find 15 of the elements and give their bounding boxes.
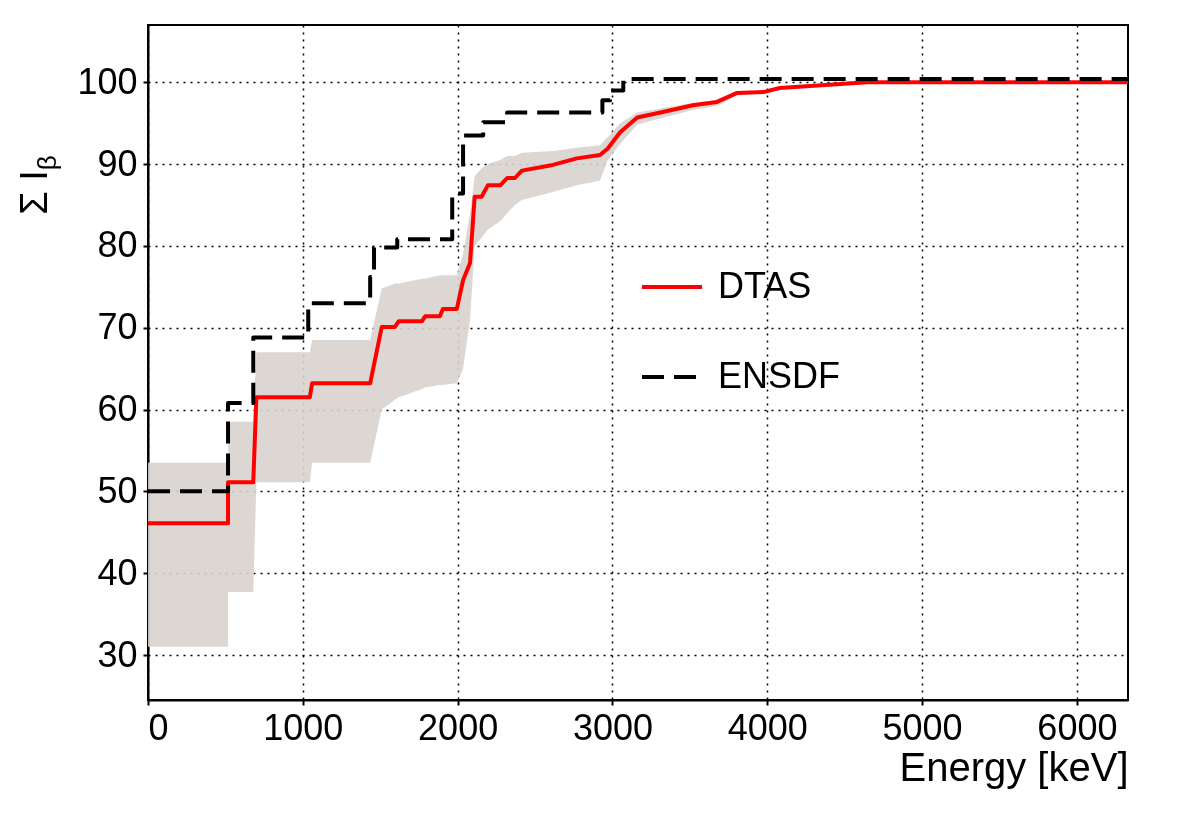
legend-label: DTAS	[718, 265, 812, 306]
y-tick-label: 50	[97, 469, 138, 511]
y-tick-label: 100	[77, 60, 138, 102]
y-tick-label: 40	[97, 551, 138, 593]
y-tick-label: 70	[97, 306, 138, 348]
y-tick-label: 90	[97, 142, 138, 184]
legend-label: ENSDF	[718, 355, 841, 396]
x-tick-label: 1000	[263, 706, 344, 748]
x-tick-label: 0	[148, 706, 169, 748]
x-tick-label: 4000	[727, 706, 808, 748]
y-tick-label: 80	[97, 224, 138, 266]
y-tick-label: 30	[97, 633, 138, 675]
x-tick-label: 3000	[572, 706, 653, 748]
y-tick-label: 60	[97, 388, 138, 430]
x-tick-label: 2000	[418, 706, 499, 748]
